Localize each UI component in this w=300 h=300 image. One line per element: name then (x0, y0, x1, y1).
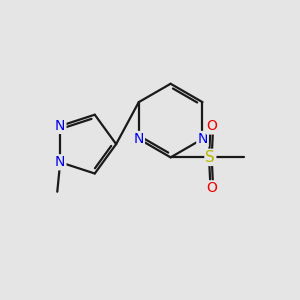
Text: N: N (134, 132, 144, 146)
Text: N: N (55, 119, 65, 133)
Text: N: N (55, 155, 65, 169)
Text: O: O (206, 181, 217, 195)
Text: O: O (206, 119, 217, 134)
Text: S: S (206, 150, 215, 165)
Text: N: N (197, 132, 208, 146)
